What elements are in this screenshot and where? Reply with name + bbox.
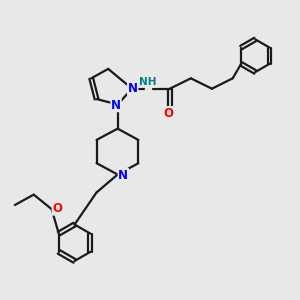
Text: N: N [118,169,128,182]
Text: N: N [111,99,121,112]
Text: NH: NH [139,77,156,87]
Text: O: O [52,202,62,215]
Text: O: O [163,107,173,120]
Text: N: N [128,82,138,95]
